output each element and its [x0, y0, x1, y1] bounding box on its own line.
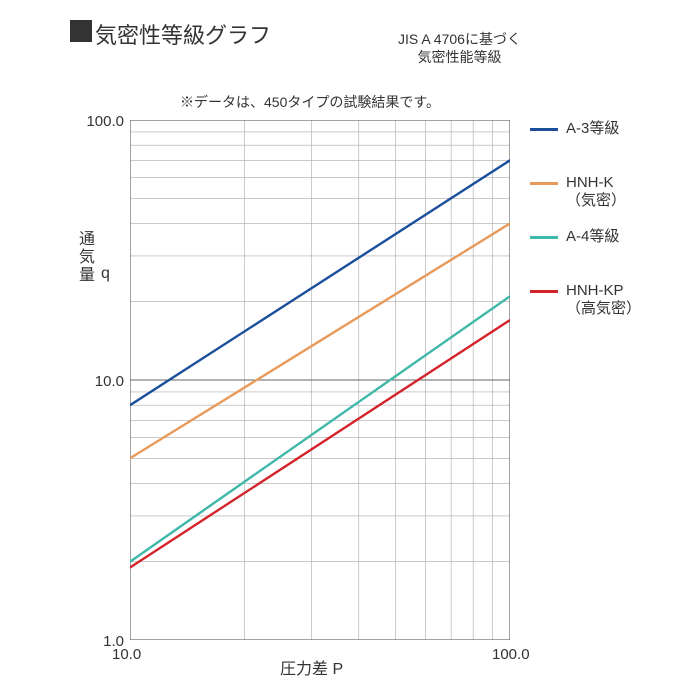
subtitle: JIS A 4706に基づく気密性能等級 [398, 30, 521, 66]
legend-label: HNH-K（気密） [566, 174, 626, 210]
legend-label: A-3等級 [566, 120, 619, 138]
x-tick-label: 10.0 [112, 646, 141, 663]
legend-label: HNH-KP（高気密） [566, 282, 641, 318]
title-marker [70, 20, 92, 42]
y-axis-label: 通気量q [72, 230, 114, 289]
y-tick-label: 10.0 [95, 373, 124, 390]
x-tick-label: 100.0 [492, 646, 530, 663]
y-tick-label: 100.0 [86, 113, 124, 130]
legend-swatch [530, 182, 558, 185]
legend-swatch [530, 128, 558, 131]
legend-swatch [530, 290, 558, 293]
chart-note: ※データは、450タイプの試験結果です。 [180, 92, 440, 112]
legend-swatch [530, 236, 558, 239]
page-title: 気密性等級グラフ [95, 18, 271, 50]
legend-label: A-4等級 [566, 228, 619, 246]
x-axis-label: 圧力差 P [280, 655, 343, 679]
loglog-chart [130, 120, 510, 640]
